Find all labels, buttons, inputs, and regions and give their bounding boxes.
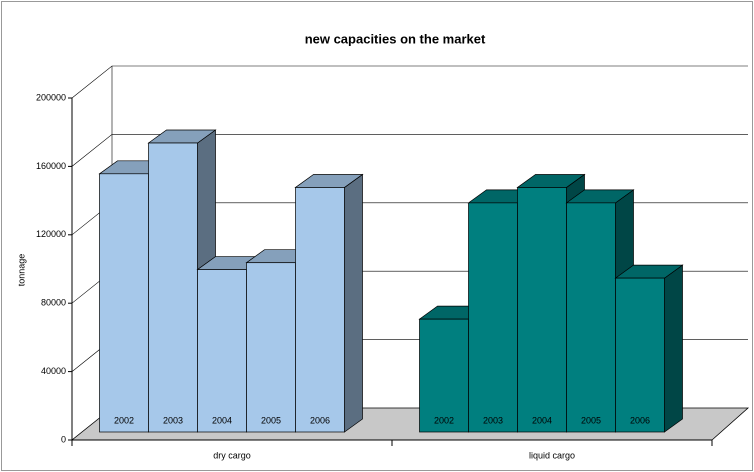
bar-label: 2004 [212, 415, 232, 425]
bar [468, 202, 518, 433]
bar-label: 2003 [483, 415, 503, 425]
bar [148, 142, 198, 433]
bar [99, 173, 149, 433]
bar [615, 277, 665, 433]
bar-label: 2004 [532, 415, 552, 425]
bar [517, 187, 567, 433]
x-tick-label: dry cargo [213, 450, 251, 460]
bar-label: 2002 [114, 415, 134, 425]
bar-label: 2005 [581, 415, 601, 425]
grid-line [71, 134, 748, 167]
y-tick-label: 80000 [41, 298, 66, 308]
grid-line [71, 65, 748, 99]
y-tick-label: 200000 [36, 92, 66, 102]
bar-label: 2005 [261, 415, 281, 425]
y-tick-label: 0 [61, 434, 66, 444]
x-tick-label: liquid cargo [529, 450, 575, 460]
bar-side [344, 173, 363, 433]
bar-side [664, 264, 683, 433]
y-tick-label: 120000 [36, 229, 66, 239]
bar [295, 187, 345, 433]
bar [197, 269, 247, 433]
bar-label: 2003 [163, 415, 183, 425]
bar [246, 262, 296, 433]
bar [419, 318, 469, 433]
chart-title: new capacities on the market [305, 31, 486, 46]
bar-label: 2002 [434, 415, 454, 425]
y-axis-label: tonnage [16, 254, 26, 287]
bar-label: 2006 [630, 415, 650, 425]
bar-label: 2006 [310, 415, 330, 425]
y-tick-label: 160000 [36, 161, 66, 171]
bar [566, 202, 616, 433]
y-tick-label: 40000 [41, 366, 66, 376]
